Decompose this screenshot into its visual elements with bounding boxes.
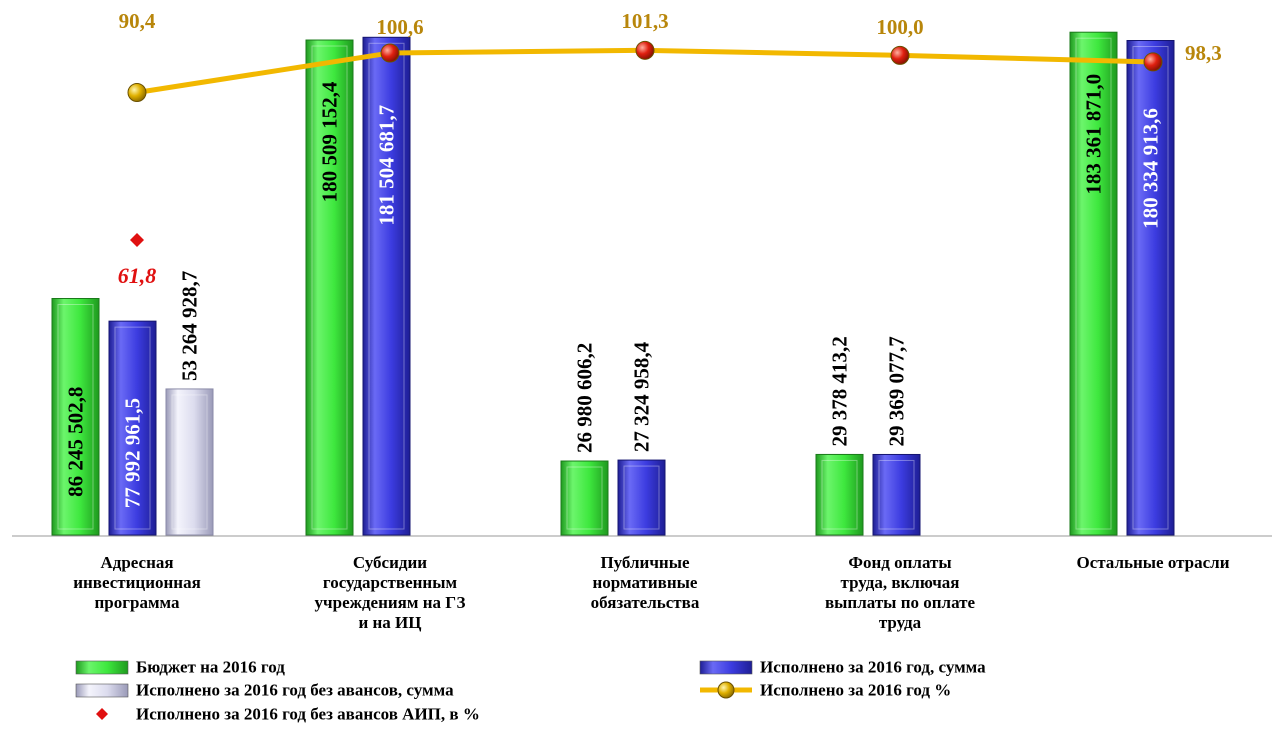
category-label-5: Остальные отрасли xyxy=(1076,553,1229,572)
bar-2-3 xyxy=(617,459,666,536)
bar-label-1-2: 180 509 152,4 xyxy=(318,81,342,202)
bar-bevel-2-5 xyxy=(1132,46,1169,530)
percent-point-3 xyxy=(635,40,655,60)
line-layer: 90,4 100,6 101,3 100,0 98,3 61,8 xyxy=(118,9,1222,288)
percent-point-4 xyxy=(890,45,910,65)
percent-label-1: 90,4 xyxy=(119,9,156,33)
legend-item-1: Бюджет на 2016 год xyxy=(75,658,285,677)
aip-percent-label-1: 61,8 xyxy=(118,263,157,288)
bar-bevel-2-4 xyxy=(878,459,915,530)
percent-point-5 xyxy=(1143,52,1163,72)
bar-bevel-2-2 xyxy=(368,42,405,530)
bar-label-2-5: 180 334 913,6 xyxy=(1139,108,1163,229)
percent-label-2: 100,6 xyxy=(376,15,423,39)
bar-1-5 xyxy=(1069,31,1118,536)
legend-label-2: Исполнено за 2016 год, сумма xyxy=(760,658,986,677)
bar-bevel-2-1 xyxy=(114,326,151,530)
bar-2-1 xyxy=(108,320,157,536)
legend-label-1: Бюджет на 2016 год xyxy=(136,658,285,677)
legend-marker-4 xyxy=(717,681,735,699)
bar-bevel-2-3 xyxy=(623,465,660,530)
bar-label-1-4: 29 378 413,2 xyxy=(828,336,852,446)
bar-bevel-1-1 xyxy=(57,304,94,530)
bar-label-1-1: 86 245 502,8 xyxy=(64,387,88,497)
bar-label-2-4: 29 369 077,7 xyxy=(885,336,909,446)
bar-label-2-1: 77 992 961,5 xyxy=(121,398,145,508)
category-label-2: Субсидии государственным учреждениям на ГЗ… xyxy=(315,553,466,632)
legend-label-4: Исполнено за 2016 год % xyxy=(760,681,951,700)
bar-1-1 xyxy=(51,298,100,536)
bar-bevel-1-4 xyxy=(821,459,858,530)
legend-item-5: Исполнено за 2016 год без авансов АИП, в… xyxy=(96,705,480,724)
bar-label-1-5: 183 361 871,0 xyxy=(1082,74,1106,195)
percent-point-2 xyxy=(380,43,400,63)
bar-label-3-1: 53 264 928,7 xyxy=(178,271,202,381)
labels-layer: 86 245 502,8 180 509 152,4 26 980 606,2 29 … xyxy=(64,74,1163,508)
bar-2-5 xyxy=(1126,40,1175,536)
axis-layer: Адресная инвестиционная программа Субсидии г… xyxy=(12,535,1272,632)
bar-label-2-2: 181 504 681,7 xyxy=(375,105,399,226)
legend-swatch-5 xyxy=(96,708,108,720)
legend-swatch-3 xyxy=(75,683,129,698)
percent-point-1 xyxy=(127,83,147,103)
legend-item-2: Исполнено за 2016 год, сумма xyxy=(699,658,986,677)
legend-item-4: Исполнено за 2016 год % xyxy=(700,681,951,700)
bar-1-4 xyxy=(815,453,864,536)
legend-label-5: Исполнено за 2016 год без авансов АИП, в… xyxy=(136,705,480,724)
bar-1-2 xyxy=(305,39,354,536)
bars-layer xyxy=(51,31,1175,536)
legend-swatch-2 xyxy=(699,660,753,675)
percent-label-3: 101,3 xyxy=(621,9,668,33)
bar-2-4 xyxy=(872,453,921,536)
bar-bevel-1-3 xyxy=(566,466,603,530)
bar-bevel-3-1 xyxy=(171,394,208,530)
bar-2-2 xyxy=(362,36,411,536)
bar-3-1 xyxy=(165,388,214,536)
bar-bevel-1-2 xyxy=(311,45,348,530)
percent-label-5: 98,3 xyxy=(1185,41,1222,65)
legend-swatch-1 xyxy=(75,660,129,675)
bar-1-3 xyxy=(560,460,609,536)
percent-label-4: 100,0 xyxy=(876,15,923,39)
category-label-1: Адресная инвестиционная программа xyxy=(73,553,201,612)
legend-label-3: Исполнено за 2016 год без авансов, сумма xyxy=(136,681,454,700)
aip-percent-point-1 xyxy=(130,233,144,247)
bar-bevel-1-5 xyxy=(1075,37,1112,530)
bar-label-2-3: 27 324 958,4 xyxy=(630,341,654,452)
legend: Бюджет на 2016 год Исполнено за 2016 год,… xyxy=(75,658,986,724)
category-label-4: Фонд оплаты труда, включая выплаты по опла… xyxy=(825,553,976,632)
bar-label-1-3: 26 980 606,2 xyxy=(573,343,597,453)
legend-item-3: Исполнено за 2016 год без авансов, сумма xyxy=(75,681,454,700)
category-label-3: Публичные нормативные обязательства xyxy=(591,553,700,612)
